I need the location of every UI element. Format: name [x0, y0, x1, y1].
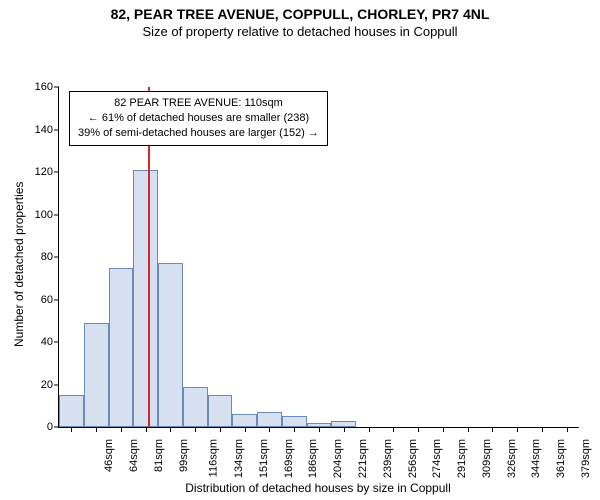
x-tick-label: 151sqm: [258, 439, 270, 478]
x-tick-label: 326sqm: [506, 439, 518, 478]
histogram-bar: [282, 416, 307, 427]
x-tick-label: 274sqm: [431, 439, 443, 478]
x-tick-label: 379sqm: [580, 439, 592, 478]
histogram-bar: [84, 323, 109, 427]
chart-title-sub: Size of property relative to detached ho…: [0, 24, 600, 39]
x-tick-mark: [195, 427, 196, 432]
y-tick-label: 80: [41, 251, 59, 263]
x-tick-mark: [542, 427, 543, 432]
x-tick-mark: [71, 427, 72, 432]
x-tick-mark: [121, 427, 122, 432]
x-tick-label: 344sqm: [530, 439, 542, 478]
callout-line3: 39% of semi-detached houses are larger (…: [78, 126, 319, 141]
histogram-bar: [133, 170, 158, 427]
callout-line2: ← 61% of detached houses are smaller (23…: [78, 111, 319, 126]
x-tick-mark: [344, 427, 345, 432]
plot-area: 02040608010012014016046sqm64sqm81sqm99sq…: [58, 87, 579, 428]
x-tick-label: 169sqm: [283, 439, 295, 478]
x-tick-mark: [418, 427, 419, 432]
x-tick-mark: [369, 427, 370, 432]
x-tick-label: 116sqm: [208, 439, 220, 477]
x-tick-mark: [319, 427, 320, 432]
x-tick-label: 46sqm: [103, 439, 115, 472]
histogram-bar: [257, 412, 282, 427]
histogram-bar: [183, 387, 208, 427]
x-tick-label: 291sqm: [456, 439, 468, 478]
callout-line1: 82 PEAR TREE AVENUE: 110sqm: [78, 96, 319, 111]
x-tick-label: 256sqm: [407, 439, 419, 478]
x-axis-label: Distribution of detached houses by size …: [58, 481, 578, 495]
y-tick-label: 40: [41, 336, 59, 348]
x-tick-mark: [393, 427, 394, 432]
x-tick-mark: [146, 427, 147, 432]
x-tick-label: 309sqm: [481, 439, 493, 478]
x-tick-label: 361sqm: [555, 439, 567, 478]
x-tick-label: 239sqm: [382, 439, 394, 478]
x-tick-mark: [294, 427, 295, 432]
y-axis-label: Number of detached properties: [12, 182, 26, 347]
y-tick-label: 120: [35, 166, 59, 178]
x-tick-mark: [170, 427, 171, 432]
histogram-bar: [158, 263, 183, 427]
histogram-bar: [109, 268, 134, 427]
y-tick-label: 60: [41, 294, 59, 306]
x-tick-mark: [220, 427, 221, 432]
y-tick-label: 160: [35, 81, 59, 93]
x-tick-label: 134sqm: [233, 439, 245, 478]
x-tick-label: 221sqm: [357, 439, 369, 478]
x-tick-mark: [468, 427, 469, 432]
histogram-bar: [59, 395, 84, 427]
x-tick-mark: [517, 427, 518, 432]
y-tick-label: 20: [41, 379, 59, 391]
x-tick-mark: [492, 427, 493, 432]
x-tick-label: 81sqm: [153, 439, 165, 472]
x-tick-mark: [567, 427, 568, 432]
histogram-bar: [232, 414, 257, 427]
x-tick-mark: [269, 427, 270, 432]
x-tick-mark: [443, 427, 444, 432]
x-tick-label: 99sqm: [178, 439, 190, 472]
x-tick-label: 186sqm: [308, 439, 320, 478]
x-tick-label: 204sqm: [332, 439, 344, 478]
histogram-bar: [208, 395, 233, 427]
y-tick-label: 0: [47, 421, 59, 433]
x-tick-mark: [245, 427, 246, 432]
y-tick-label: 140: [35, 124, 59, 136]
callout-box: 82 PEAR TREE AVENUE: 110sqm← 61% of deta…: [69, 91, 328, 146]
x-tick-label: 64sqm: [128, 439, 140, 472]
x-tick-mark: [96, 427, 97, 432]
chart-title-main: 82, PEAR TREE AVENUE, COPPULL, CHORLEY, …: [0, 6, 600, 22]
y-tick-label: 100: [35, 209, 59, 221]
